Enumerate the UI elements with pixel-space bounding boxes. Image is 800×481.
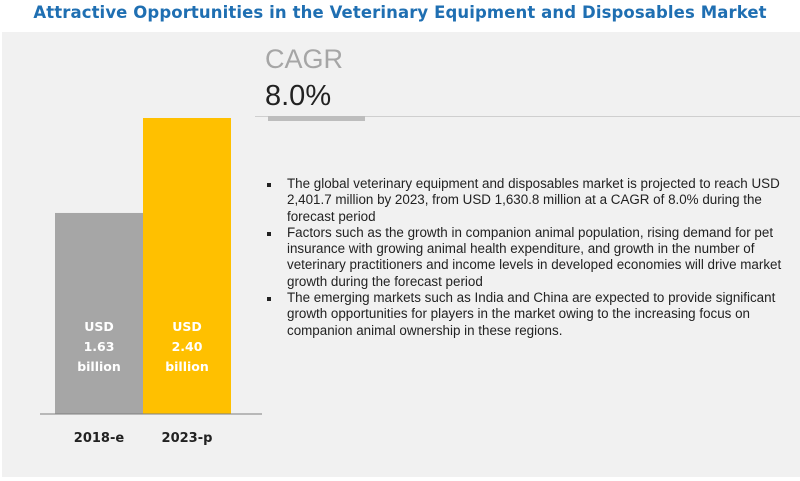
bar-data-label: 2.40 xyxy=(172,339,203,354)
bar-data-label: USD xyxy=(84,319,114,334)
bar-data-label: billion xyxy=(165,359,209,374)
cagr-label: CAGR xyxy=(265,44,344,74)
bar-2018-e xyxy=(55,212,143,414)
chart-title: Attractive Opportunities in the Veterina… xyxy=(33,3,767,22)
bullet-item: Factors such as the growth in companion … xyxy=(265,225,790,290)
x-tick-label: 2023-p xyxy=(162,431,213,446)
x-tick-label: 2018-e xyxy=(74,431,125,446)
cagr-accent-bar xyxy=(268,116,365,121)
cagr-value: 8.0% xyxy=(265,80,332,112)
bullet-item: The emerging markets such as India and C… xyxy=(265,290,790,339)
cagr-divider xyxy=(255,116,800,117)
key-findings-list: The global veterinary equipment and disp… xyxy=(265,176,790,339)
bar-2023-p xyxy=(143,118,231,414)
bullet-item: The global veterinary equipment and disp… xyxy=(265,176,790,225)
bar-data-label: 1.63 xyxy=(84,339,115,354)
bar-data-label: billion xyxy=(77,359,121,374)
bar-data-label: USD xyxy=(172,319,202,334)
